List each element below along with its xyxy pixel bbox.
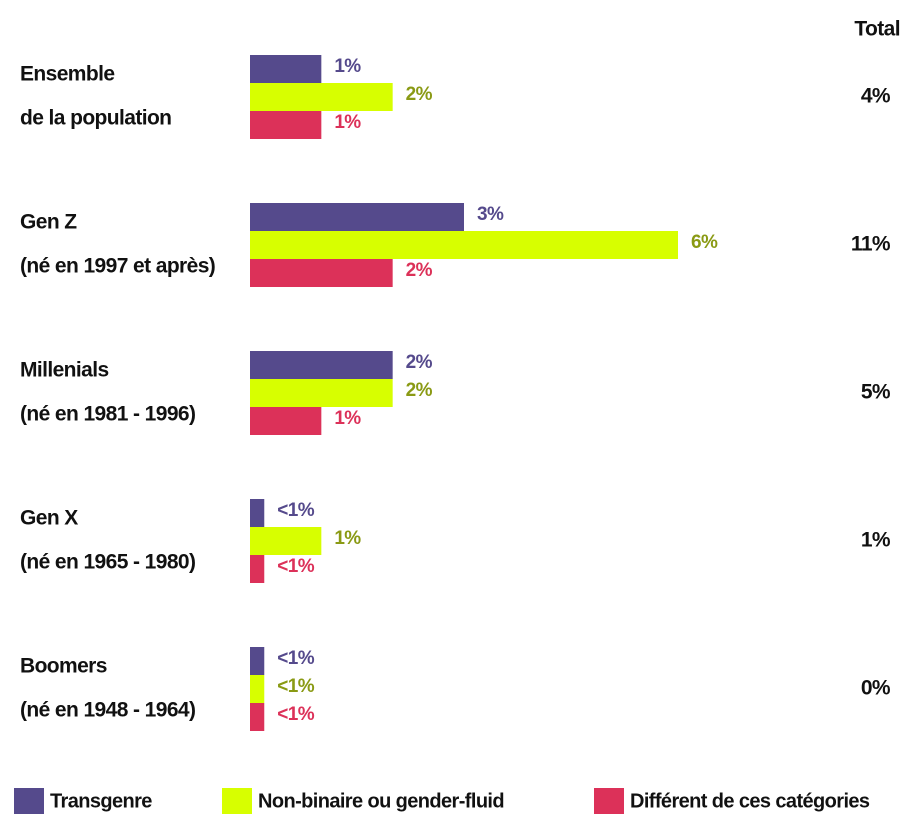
legend-label: Non-binaire ou gender-fluid: [258, 790, 504, 812]
value-label: 6%: [691, 232, 718, 253]
total-value: 0%: [861, 677, 891, 700]
legend-label: Différent de ces catégories: [630, 790, 870, 812]
value-label: 2%: [406, 84, 433, 105]
value-label: <1%: [277, 704, 314, 725]
value-label: 1%: [334, 408, 361, 429]
value-label: 1%: [334, 56, 361, 77]
bar: [250, 111, 322, 139]
category-label: (né en 1965 - 1980): [20, 551, 195, 574]
legend-swatch: [222, 788, 252, 814]
legend-swatch: [594, 788, 624, 814]
bar: [250, 407, 322, 435]
total-title: Total: [854, 18, 900, 41]
value-label: 2%: [406, 260, 433, 281]
bar: [250, 647, 265, 675]
value-label: 1%: [334, 112, 361, 133]
bar: [250, 259, 393, 287]
bar: [250, 555, 265, 583]
bar: [250, 55, 322, 83]
category-label: (né en 1997 et après): [20, 255, 215, 278]
category-label: (né en 1948 - 1964): [20, 699, 195, 722]
bar: [250, 527, 322, 555]
value-label: <1%: [277, 648, 314, 669]
bar: [250, 379, 393, 407]
bar: [250, 83, 393, 111]
bar: [250, 231, 678, 259]
legend-swatch: [14, 788, 44, 814]
value-label: 1%: [334, 528, 361, 549]
value-label: <1%: [277, 676, 314, 697]
value-label: 2%: [406, 380, 433, 401]
category-label: (né en 1981 - 1996): [20, 403, 195, 426]
total-value: 5%: [861, 381, 891, 404]
bar: [250, 351, 393, 379]
category-label: Gen Z: [20, 211, 77, 234]
category-label: de la population: [20, 107, 171, 130]
bar: [250, 703, 265, 731]
total-value: 11%: [851, 233, 891, 256]
value-label: 2%: [406, 352, 433, 373]
legend-label: Transgenre: [50, 790, 152, 812]
category-label: Boomers: [20, 655, 107, 678]
category-label: Gen X: [20, 507, 78, 530]
bar: [250, 675, 265, 703]
total-value: 1%: [861, 529, 891, 552]
bar: [250, 203, 464, 231]
bar: [250, 499, 265, 527]
value-label: 3%: [477, 204, 504, 225]
value-label: <1%: [277, 556, 314, 577]
category-label: Millenials: [20, 359, 109, 382]
category-label: Ensemble: [20, 63, 114, 86]
total-value: 4%: [861, 85, 891, 108]
value-label: <1%: [277, 500, 314, 521]
